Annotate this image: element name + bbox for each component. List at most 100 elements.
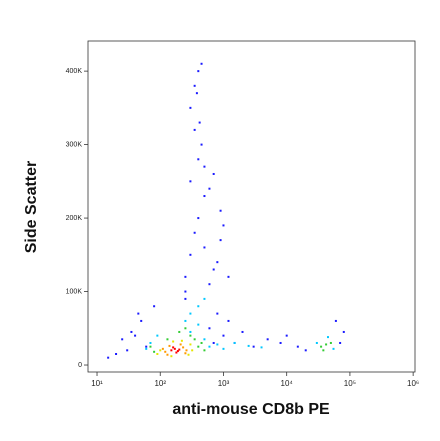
dot	[184, 352, 187, 355]
dot	[184, 327, 187, 330]
x-tick-label: 10⁶	[407, 379, 419, 388]
dot	[197, 70, 200, 73]
dot	[184, 290, 187, 293]
dot	[203, 165, 206, 168]
dot	[208, 187, 211, 190]
dot	[212, 172, 215, 175]
dot	[189, 343, 192, 346]
dot	[320, 345, 323, 348]
dot	[159, 349, 162, 352]
dot	[227, 319, 230, 322]
dot	[197, 217, 200, 220]
dot	[193, 128, 196, 131]
dot	[197, 305, 200, 308]
dot	[222, 334, 225, 337]
dot	[334, 319, 337, 322]
x-tick-label: 10²	[154, 379, 166, 388]
dot	[247, 344, 250, 347]
dot	[219, 239, 222, 242]
dot	[208, 327, 211, 330]
dot	[208, 283, 211, 286]
dot	[197, 323, 200, 326]
dot	[329, 341, 332, 344]
y-tick-label: 200K	[66, 215, 83, 222]
x-tick-label: 10³	[218, 379, 230, 388]
dot	[176, 350, 179, 353]
dot	[285, 334, 288, 337]
dot	[168, 344, 171, 347]
y-axis-title: Side Scatter	[23, 161, 40, 253]
dot	[219, 209, 222, 212]
dot	[126, 349, 129, 352]
dot	[187, 353, 190, 356]
y-tick-label: 300K	[66, 141, 83, 148]
dot	[332, 347, 335, 350]
x-tick-label: 10¹	[91, 379, 103, 388]
dot	[216, 343, 219, 346]
dot	[107, 356, 110, 359]
dot	[266, 338, 269, 341]
dot	[326, 336, 329, 339]
dot	[170, 349, 173, 352]
dot	[193, 84, 196, 87]
x-axis-title: anti-mouse CD8b PE	[172, 401, 330, 418]
dot	[260, 346, 263, 349]
dot	[137, 312, 140, 315]
dot	[130, 330, 133, 333]
dot	[325, 343, 328, 346]
dot	[178, 330, 181, 333]
y-tick-label: 400K	[66, 68, 83, 75]
dot	[184, 297, 187, 300]
dot	[182, 346, 185, 349]
dot	[339, 341, 342, 344]
dot	[189, 180, 192, 183]
dot	[149, 345, 152, 348]
dot	[208, 345, 211, 348]
dot	[161, 347, 164, 350]
dot	[189, 330, 192, 333]
dot	[227, 275, 230, 278]
dot	[193, 338, 196, 341]
y-tick-label: 100K	[66, 288, 83, 295]
dot	[212, 268, 215, 271]
dot	[180, 339, 183, 342]
dot	[185, 349, 188, 352]
dot	[121, 338, 124, 341]
dot	[178, 348, 181, 351]
dot	[296, 345, 299, 348]
dot	[172, 340, 175, 343]
dot	[304, 349, 307, 352]
dot	[134, 334, 137, 337]
dot	[189, 253, 192, 256]
dot	[156, 334, 159, 337]
x-tick-label: 10⁴	[281, 379, 294, 388]
dot	[179, 343, 182, 346]
dot	[233, 341, 236, 344]
dot	[173, 347, 176, 350]
dot	[203, 338, 206, 341]
dot	[149, 341, 152, 344]
dot	[216, 261, 219, 264]
dot	[203, 297, 206, 300]
dot	[315, 341, 318, 344]
dot	[252, 345, 255, 348]
dot	[166, 353, 169, 356]
dot	[184, 319, 187, 322]
dot	[193, 231, 196, 234]
dot	[156, 352, 159, 355]
dot	[172, 346, 175, 349]
dot	[189, 312, 192, 315]
dot	[342, 330, 345, 333]
dot	[115, 352, 118, 355]
dot	[197, 345, 200, 348]
dot	[200, 143, 203, 146]
dot	[322, 349, 325, 352]
y-tick-label: 0	[78, 362, 82, 369]
dot	[241, 330, 244, 333]
dot	[203, 246, 206, 249]
dot	[200, 341, 203, 344]
dot	[198, 121, 201, 124]
dot	[203, 195, 206, 198]
x-tick-label: 10⁵	[344, 379, 356, 388]
